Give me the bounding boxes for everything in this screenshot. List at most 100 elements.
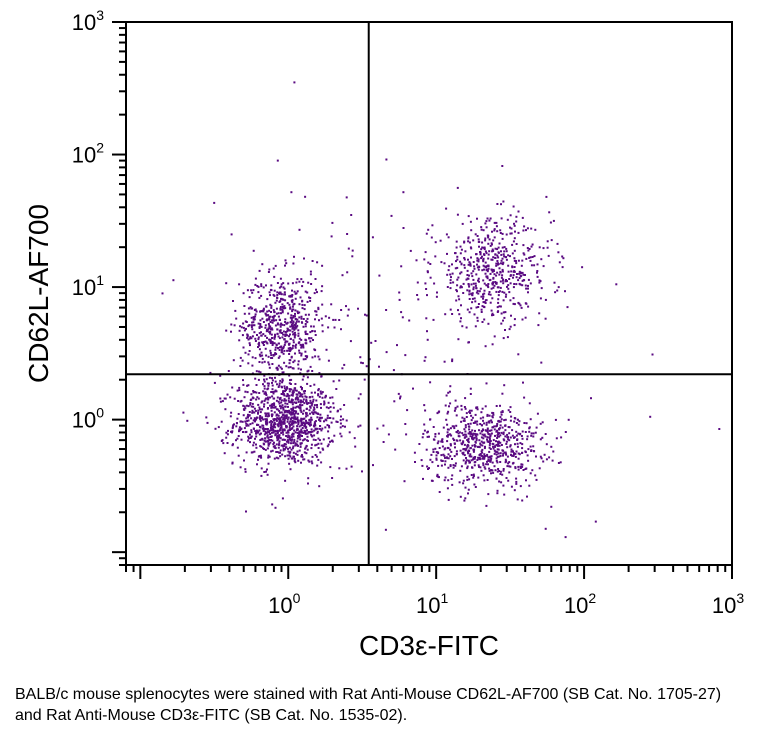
scatter-point (532, 435, 535, 438)
scatter-point (299, 443, 302, 446)
scatter-point (518, 453, 521, 456)
scatter-point (291, 409, 294, 412)
scatter-point (302, 417, 305, 420)
scatter-point (288, 303, 291, 306)
scatter-point (483, 456, 486, 459)
scatter-point (289, 420, 292, 423)
scatter-point (545, 443, 548, 446)
scatter-point (275, 414, 278, 417)
scatter-point (288, 382, 291, 385)
scatter-point (271, 328, 274, 331)
scatter-point (242, 379, 244, 382)
scatter-point (467, 215, 470, 218)
scatter-point (354, 445, 357, 448)
scatter-point (332, 406, 335, 409)
scatter-point (495, 425, 498, 428)
scatter-point (276, 291, 279, 294)
scatter-point (238, 428, 241, 431)
scatter-point (271, 439, 274, 442)
scatter-point (286, 330, 289, 333)
scatter-point (502, 431, 505, 434)
scatter-point (284, 259, 287, 262)
scatter-point (317, 389, 320, 392)
scatter-point (309, 365, 312, 368)
scatter-point (515, 215, 518, 218)
scatter-point (308, 296, 310, 299)
scatter-point (475, 407, 478, 410)
scatter-point (477, 260, 480, 263)
scatter-point (301, 285, 304, 288)
scatter-point (297, 312, 299, 315)
scatter-point (231, 386, 234, 389)
scatter-point (254, 430, 257, 432)
scatter-point (525, 229, 527, 232)
scatter-point (518, 277, 521, 279)
scatter-point (533, 264, 536, 267)
scatter-point (416, 281, 419, 284)
scatter-point (478, 439, 481, 442)
scatter-point (376, 427, 379, 430)
scatter-point (520, 264, 523, 267)
scatter-point (521, 465, 524, 468)
scatter-point (475, 433, 478, 436)
scatter-point (451, 272, 454, 275)
scatter-point (240, 326, 243, 329)
scatter-point (302, 398, 305, 401)
x-tick-label: 100 (268, 590, 300, 618)
scatter-point (284, 318, 287, 321)
scatter-point (489, 217, 492, 220)
scatter-point (287, 447, 289, 450)
scatter-point (488, 446, 491, 449)
scatter-point (557, 251, 560, 254)
scatter-point (501, 426, 504, 429)
scatter-point (299, 407, 302, 409)
scatter-point (254, 409, 257, 412)
scatter-point (258, 348, 261, 351)
scatter-point (485, 382, 488, 385)
scatter-point (453, 409, 456, 412)
scatter-point (484, 272, 487, 275)
scatter-point (277, 312, 280, 315)
scatter-point (435, 454, 438, 457)
scatter-point (329, 396, 332, 399)
scatter-point (318, 372, 321, 375)
scatter-point (287, 347, 290, 350)
scatter-point (501, 232, 504, 235)
scatter-point (306, 321, 309, 324)
scatter-point (271, 384, 274, 387)
scatter-point (331, 477, 334, 479)
scatter-point (426, 338, 429, 341)
scatter-point (292, 451, 295, 454)
scatter-point (277, 335, 280, 338)
scatter-point (291, 419, 294, 422)
scatter-point (505, 293, 508, 296)
scatter-point (283, 338, 286, 341)
scatter-point (536, 271, 538, 274)
scatter-point (505, 233, 508, 236)
scatter-point (239, 356, 242, 359)
scatter-point (466, 274, 469, 276)
scatter-point (467, 283, 470, 285)
scatter-point (287, 312, 290, 315)
scatter-point (474, 300, 477, 303)
scatter-point (523, 253, 526, 256)
scatter-point (267, 444, 270, 447)
scatter-point (464, 430, 467, 433)
scatter-point (291, 432, 294, 435)
scatter-point (552, 450, 555, 453)
scatter-point (507, 426, 510, 428)
plot-frame (125, 21, 733, 566)
scatter-point (267, 436, 270, 439)
scatter-point (497, 301, 500, 304)
scatter-point (278, 382, 281, 385)
scatter-point (493, 335, 496, 338)
scatter-point (486, 270, 489, 273)
scatter-point (414, 461, 416, 463)
scatter-point (276, 396, 279, 399)
scatter-point (263, 341, 265, 343)
scatter-point (294, 345, 297, 347)
scatter-point (236, 389, 239, 392)
scatter-point (302, 375, 305, 378)
scatter-point (257, 370, 260, 373)
scatter-point (476, 316, 479, 319)
